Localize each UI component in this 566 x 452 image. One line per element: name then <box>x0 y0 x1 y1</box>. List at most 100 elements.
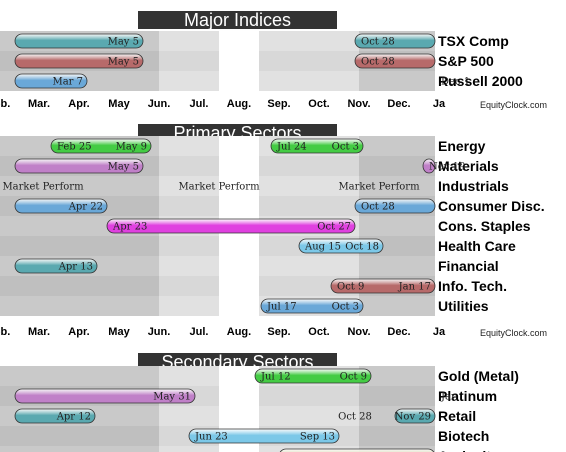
bar-label: Jul 12 <box>260 372 291 383</box>
bar-label: May 5 <box>108 57 139 68</box>
row-label: Retail <box>438 408 476 424</box>
seasonal-bar <box>14 73 88 89</box>
seasonal-bar <box>188 428 340 444</box>
month-label: May <box>108 326 130 338</box>
bar-label: May 31 <box>153 392 191 403</box>
month-label: Sep. <box>267 326 290 338</box>
bar-label: Nov 19 <box>429 162 465 173</box>
row-highlight <box>219 386 259 406</box>
watermark: EquityClock.com <box>480 100 547 110</box>
seasonal-bar <box>354 33 436 49</box>
bar-label: May 9 <box>116 142 147 153</box>
row-label: Biotech <box>438 428 489 444</box>
month-label: Feb. <box>0 98 10 110</box>
seasonal-bar <box>50 138 152 154</box>
bar-label: Jul 24 <box>276 142 307 153</box>
section-title-box <box>138 11 337 29</box>
bar-label: Apr 22 <box>68 202 103 213</box>
plain-label: Market Perform <box>338 182 420 193</box>
bar-label: Apr 12 <box>56 412 91 423</box>
seasonal-bar <box>354 53 436 69</box>
month-label: Feb. <box>0 326 10 338</box>
month-label: Dec. <box>387 326 410 338</box>
row-highlight <box>219 196 259 216</box>
row-label: TSX Comp <box>438 33 509 49</box>
row-highlight <box>219 31 259 51</box>
month-label: Jun. <box>148 98 171 110</box>
month-label: Jul. <box>190 326 209 338</box>
month-label: Nov. <box>347 326 370 338</box>
seasonal-bar <box>330 278 436 294</box>
bar-label: Jun 23 <box>194 432 228 443</box>
plain-label: Oct 28 <box>338 412 372 423</box>
row-label: Energy <box>438 138 486 154</box>
row-highlight <box>219 236 259 256</box>
seasonal-bar <box>422 158 436 174</box>
month-label: Oct. <box>308 326 329 338</box>
seasonal-bar <box>254 368 372 384</box>
month-label: Jul. <box>190 98 209 110</box>
month-label: Ja <box>433 98 446 110</box>
seasonal-bar <box>106 218 356 234</box>
seasonal-bar <box>260 298 364 314</box>
bar-label: Sep 13 <box>300 432 335 443</box>
bar-label: Mar 7 <box>52 77 83 88</box>
seasonal-bar <box>14 258 98 274</box>
month-label: Apr. <box>68 98 89 110</box>
bar-label: Oct 3 <box>332 142 359 153</box>
bar-label: May 5 <box>108 37 139 48</box>
row-label: Russell 2000 <box>438 73 523 89</box>
seasonal-bar <box>279 448 435 452</box>
row-label: Platinum <box>438 388 497 404</box>
bar-label: Oct 18 <box>345 242 379 253</box>
row-label: Cons. Staples <box>438 218 531 234</box>
bar-label: Apr 23 <box>112 222 147 233</box>
month-label: Dec. <box>387 98 410 110</box>
seasonal-bar <box>14 33 144 49</box>
section-title: Major Indices <box>184 10 291 30</box>
row-label: Info. Tech. <box>438 278 507 294</box>
row-highlight <box>219 366 259 386</box>
seasonal-bar <box>14 158 144 174</box>
bar-label: May 5 <box>108 162 139 173</box>
row-highlight <box>219 296 259 316</box>
month-label: Mar. <box>28 326 50 338</box>
month-label: Oct. <box>308 98 329 110</box>
bar-label: Oct 28 <box>361 57 395 68</box>
row-highlight <box>219 446 259 452</box>
bar-label: Feb 25 <box>57 142 92 153</box>
bar-label: Jul 17 <box>266 302 297 313</box>
row-label: Consumer Disc. <box>438 198 545 214</box>
month-label: Jun. <box>148 326 171 338</box>
row-highlight <box>219 256 259 276</box>
bar-label: Oct 3 <box>332 302 359 313</box>
seasonal-bar <box>270 138 364 154</box>
month-label: May <box>108 98 130 110</box>
bar-label: Oct 9 <box>337 282 364 293</box>
seasonal-bar <box>14 388 196 404</box>
seasonal-bar <box>394 408 436 424</box>
row-highlight <box>219 156 259 176</box>
row-highlight <box>219 406 259 426</box>
row-highlight <box>219 136 259 156</box>
month-label: Sep. <box>267 98 290 110</box>
row-label: Agriculture <box>438 448 513 452</box>
row-label: S&P 500 <box>438 53 494 69</box>
row-highlight <box>219 276 259 296</box>
plain-label: Market Perform <box>178 182 260 193</box>
seasonal-bar <box>354 198 436 214</box>
watermark: EquityClock.com <box>480 328 547 338</box>
bar-label: Oct 27 <box>317 222 351 233</box>
seasonal-bar <box>14 408 96 424</box>
month-label: Nov. <box>347 98 370 110</box>
bar-label: Jan 17 <box>398 282 431 293</box>
bar-label: Jar <box>440 392 456 403</box>
bar-label: Dec 1 <box>441 77 470 88</box>
seasonal-bar <box>14 198 108 214</box>
month-label: Mar. <box>28 98 50 110</box>
row-label: Industrials <box>438 178 509 194</box>
month-label: Aug. <box>227 98 251 110</box>
row-highlight <box>219 71 259 91</box>
seasonal-bar <box>298 238 384 254</box>
